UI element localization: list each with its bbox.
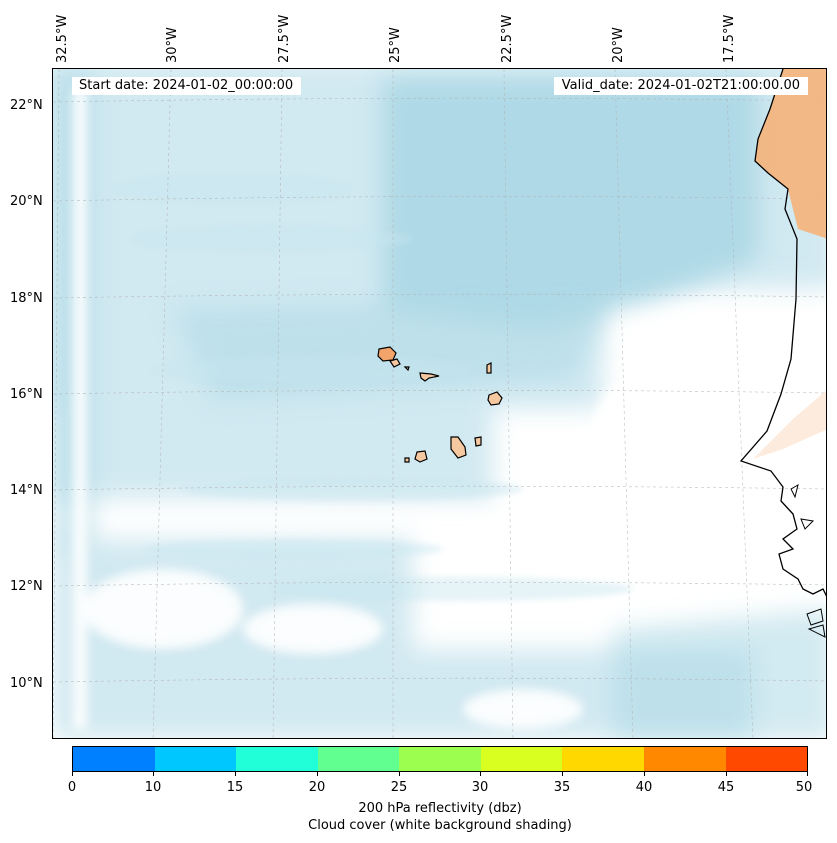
island-sao-vicente	[389, 358, 401, 368]
lat-label-16n: 16°N	[10, 387, 43, 402]
lon-label-32-5w: 32.5°W	[55, 14, 70, 63]
colorbar-tick-label: 20	[308, 780, 326, 795]
island-boa-vista	[487, 391, 503, 406]
lat-label-14n: 14°N	[10, 483, 43, 498]
colorbar-segment-25-30	[399, 747, 481, 771]
island-brava	[404, 457, 410, 463]
colorbar-segment-45-50	[725, 747, 808, 771]
lon-label-22-5w: 22.5°W	[500, 14, 515, 63]
island-fogo	[414, 450, 428, 463]
island-santa-luzia	[403, 366, 410, 372]
valid-date-label: Valid_date: 2024-01-02T21:00:00.00	[553, 77, 808, 95]
colorbar-tick-label: 10	[144, 780, 162, 795]
colorbar-tick	[562, 772, 563, 776]
colorbar-tick	[235, 772, 236, 776]
lat-label-18n: 18°N	[10, 291, 43, 306]
lon-label-30w: 30°W	[165, 27, 180, 63]
lon-label-17-5w: 17.5°W	[722, 14, 737, 63]
colorbar-segment-15-20	[236, 747, 318, 771]
africa-coastline	[739, 69, 826, 638]
cape-verde-islands	[377, 346, 503, 463]
map-panel[interactable]	[52, 68, 827, 739]
lat-label-22n: 22°N	[10, 98, 43, 113]
colorbar-segment-0-10	[73, 747, 155, 771]
colorbar-segment-35-40	[562, 747, 644, 771]
colorbar-tick-label: 50	[795, 780, 813, 795]
lat-label-12n: 12°N	[10, 579, 43, 594]
colorbar-tick	[480, 772, 481, 776]
colorbar-tick-label: 0	[67, 780, 77, 795]
lat-label-20n: 20°N	[10, 194, 43, 209]
colorbar-tick-label: 40	[635, 780, 653, 795]
colorbar-tick	[153, 772, 154, 776]
island-sal	[486, 362, 492, 374]
colorbar-tick	[644, 772, 645, 776]
colorbar-tick-label: 35	[553, 780, 571, 795]
lon-label-20w: 20°W	[611, 27, 626, 63]
start-date-label: Start date: 2024-01-02_00:00:00	[72, 77, 302, 95]
colorbar-subtitle: Cloud cover (white background shading)	[308, 818, 572, 833]
colorbar-tick	[72, 772, 73, 776]
colorbar-tick	[726, 772, 727, 776]
lon-label-27-5w: 27.5°W	[277, 14, 292, 63]
colorbar-tick	[399, 772, 400, 776]
colorbar-tick	[317, 772, 318, 776]
colorbar-segment-30-35	[480, 747, 563, 771]
island-sao-nicolau	[419, 372, 440, 382]
colorbar-segment-10-15	[154, 747, 237, 771]
colorbar-title: 200 hPa reflectivity (dbz)	[358, 801, 522, 816]
colorbar-tick-label: 30	[471, 780, 489, 795]
colorbar	[72, 746, 808, 772]
island-santiago	[450, 436, 467, 459]
lat-label-10n: 10°N	[10, 676, 43, 691]
graticule	[53, 69, 826, 738]
colorbar-tick	[807, 772, 808, 776]
colorbar-tick-label: 15	[226, 780, 244, 795]
colorbar-tick-label: 25	[390, 780, 408, 795]
cloud-cover-layer	[53, 69, 826, 738]
map-canvas	[53, 69, 826, 738]
lon-label-25w: 25°W	[388, 27, 403, 63]
colorbar-tick-label: 45	[717, 780, 735, 795]
colorbar-segment-20-25	[317, 747, 400, 771]
island-maio	[474, 436, 482, 447]
colorbar-segment-40-45	[643, 747, 726, 771]
